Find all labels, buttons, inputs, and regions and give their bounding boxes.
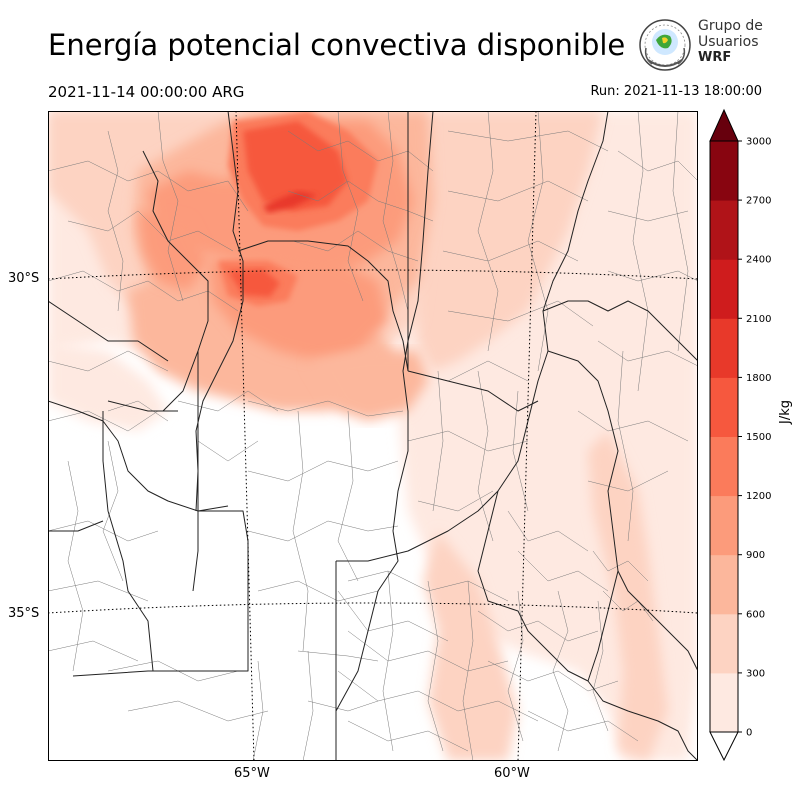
colorbar-segment-7 — [710, 259, 738, 319]
colorbar-extend-min — [709, 731, 739, 762]
parallel-35s — [48, 602, 698, 614]
logo-line-3: WRF — [698, 50, 732, 65]
colorbar-segment-0 — [710, 672, 738, 733]
meridian-65w — [235, 111, 255, 761]
colorbar-extend-max — [709, 108, 739, 142]
parallel-30s — [48, 269, 698, 280]
colorbar-tick-label: 300 — [746, 668, 765, 679]
meridian-60w — [517, 111, 537, 761]
colorbar-segment-1 — [710, 613, 738, 674]
graticule — [48, 111, 698, 761]
colorbar-segment-5 — [710, 377, 738, 437]
wrf-seal-icon — [639, 19, 691, 71]
lon-label-65w: 65°W — [234, 766, 270, 781]
cape-map — [48, 111, 698, 761]
colorbar-tick-label: 600 — [746, 609, 765, 620]
valid-time: 2021-11-14 00:00:00 ARG — [48, 83, 245, 101]
logo-line-2: Usuarios — [698, 34, 759, 50]
colorbar-tick-label: 1800 — [746, 373, 771, 384]
logo-line-1: Grupo de — [698, 18, 763, 34]
colorbar-unit: J/kg — [778, 400, 793, 424]
colorbar-tick-label: 1200 — [746, 491, 771, 502]
map-title: Energía potencial convectiva disponible — [48, 28, 626, 62]
colorbar-segment-3 — [710, 495, 738, 556]
colorbar-tick-label: 3000 — [746, 137, 771, 148]
colorbar-ticks: 0 300 600 900 1200 1500 1800 2100 2400 2700 3000 — [738, 137, 771, 739]
department-boundaries — [48, 111, 698, 761]
colorbar-tick-label: 2100 — [746, 314, 771, 325]
colorbar-segment-6 — [710, 318, 738, 378]
colorbar-segment-4 — [710, 436, 738, 497]
colorbar-segment-2 — [710, 554, 738, 615]
colorbar-tick-label: 900 — [746, 550, 765, 561]
colorbar-segment-8 — [710, 200, 738, 260]
colorbar: 0 300 600 900 1200 1500 1800 2100 2400 2700 3000 — [709, 108, 771, 762]
logo-text: Grupo de Usuarios WRF — [698, 18, 763, 66]
colorbar-tick-label: 0 — [746, 728, 752, 739]
colorbar-tick-label: 2700 — [746, 196, 771, 207]
cape-shading — [48, 111, 698, 761]
colorbar-tick-label: 1500 — [746, 432, 771, 443]
province-boundaries — [48, 111, 698, 761]
run-time: Run: 2021-11-13 18:00:00 — [590, 84, 762, 99]
colorbar-segment-9 — [710, 141, 738, 201]
wrf-logo: Grupo de Usuarios WRF — [638, 16, 768, 72]
lat-label-30s: 30°S — [8, 271, 40, 286]
colorbar-tick-label: 2400 — [746, 255, 771, 266]
lon-label-60w: 60°W — [494, 766, 530, 781]
lat-label-35s: 35°S — [8, 606, 40, 621]
colorbar-segments — [710, 141, 738, 733]
